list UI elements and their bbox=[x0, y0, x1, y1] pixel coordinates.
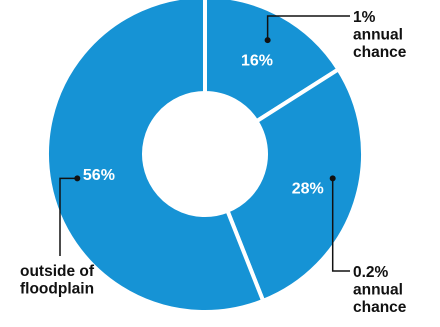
callouts: 1% annual chance 0.2% annual chance outside of… bbox=[20, 9, 407, 316]
callout-1pct-annual-chance: 1% annual chance bbox=[264, 9, 407, 61]
slice-1pct-annual-chance bbox=[203, 0, 342, 125]
callout-outside-floodplain: outside of floodplain bbox=[20, 175, 95, 298]
donut-slices bbox=[45, 0, 365, 314]
leader-dot bbox=[264, 37, 271, 44]
callout-label-1pct-annual-chance: 1% annual chance bbox=[353, 9, 407, 61]
slice-0-2pct-annual-chance bbox=[224, 66, 365, 304]
leader-line bbox=[59, 177, 78, 256]
value-label-outside-floodplain: 56% bbox=[83, 167, 115, 184]
leader-line bbox=[266, 15, 350, 41]
value-label-0-2pct-annual-chance: 28% bbox=[292, 180, 324, 197]
callout-label-0-2pct-annual-chance: 0.2% annual chance bbox=[353, 264, 407, 316]
slice-outside-floodplain bbox=[45, 0, 266, 314]
leader-line bbox=[331, 178, 350, 272]
value-labels: 16% 28% 56% bbox=[83, 52, 324, 197]
leader-dot bbox=[329, 175, 336, 182]
callout-label-outside-floodplain: outside of floodplain bbox=[20, 263, 95, 298]
leader-dot bbox=[74, 175, 81, 182]
callout-0-2pct-annual-chance: 0.2% annual chance bbox=[329, 175, 407, 316]
value-label-1pct-annual-chance: 16% bbox=[241, 52, 273, 69]
